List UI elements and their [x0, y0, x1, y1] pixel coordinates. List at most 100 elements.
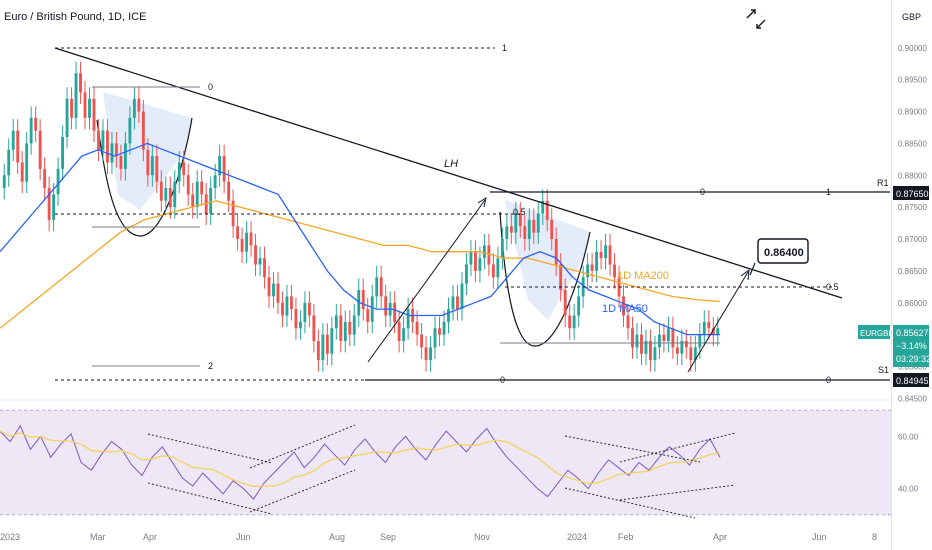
candle-body — [496, 258, 500, 278]
target-callout[interactable] — [757, 238, 809, 264]
candle-body — [330, 328, 334, 354]
lower-highs-trendline — [54, 47, 843, 299]
x-tick-label: 2024 — [567, 532, 587, 542]
candle-body — [465, 264, 468, 284]
rally-arrowhead-2 — [740, 268, 750, 281]
candle-body — [711, 328, 715, 335]
candle-body — [532, 219, 536, 233]
candle-body — [595, 251, 599, 271]
candle-body — [505, 226, 509, 239]
candle-body — [16, 130, 20, 163]
candle-body — [649, 341, 652, 361]
collapse-arrows-icon[interactable] — [746, 9, 766, 29]
candle-body — [429, 347, 432, 361]
candle-body — [146, 149, 150, 176]
candle-body — [375, 277, 379, 297]
candle-body — [635, 334, 639, 348]
change-text: −3.14% — [896, 341, 927, 351]
candle-body — [640, 334, 643, 354]
candle-body — [613, 264, 616, 278]
candle-body — [114, 143, 118, 157]
candle-body — [469, 251, 473, 265]
x-tick-label: Feb — [618, 532, 634, 542]
candle-body — [631, 328, 634, 348]
candle-body — [433, 328, 437, 348]
rsi-channel-lower-4 — [619, 484, 736, 501]
candle-body — [325, 334, 329, 354]
y-tick-label: 0.89500 — [898, 76, 927, 85]
rsi-pane[interactable]: 60.00 40.00 — [0, 399, 919, 519]
candle-body — [415, 321, 419, 335]
candle-body — [675, 347, 679, 354]
candle-body — [491, 264, 495, 278]
candle-body — [559, 264, 563, 290]
rsi-channel-upper-1 — [147, 433, 273, 464]
x-tick-label: 2023 — [0, 532, 20, 542]
candle-body — [231, 200, 235, 227]
candle-body — [563, 290, 567, 316]
candle-body — [438, 328, 441, 335]
candle-body — [106, 130, 109, 163]
candle-body — [716, 328, 720, 335]
candle-body — [343, 321, 347, 341]
candle-body — [61, 137, 65, 169]
fib-r1-0: 0 — [700, 187, 705, 197]
y-tick-label: 0.84500 — [898, 394, 927, 403]
candle-body — [267, 277, 271, 297]
y-tick-label: 0.87000 — [898, 235, 927, 244]
candle-body — [590, 264, 594, 271]
candle-body — [123, 143, 127, 169]
candle-body — [70, 98, 73, 118]
candle-body — [155, 156, 159, 182]
candle-body — [20, 162, 24, 182]
candle-body — [173, 181, 177, 208]
x-tick-label: Jun — [812, 532, 827, 542]
fractal-shade-2 — [505, 200, 590, 320]
y-tick-label: 0.86000 — [898, 299, 927, 308]
candle-body — [370, 296, 374, 322]
price-pane[interactable]: 0.90000 0.89500 0.89000 0.88500 0.88000 0.875… — [0, 44, 927, 404]
candle-body — [460, 283, 464, 310]
candle-body — [456, 296, 459, 310]
candle-body — [47, 188, 51, 220]
last-price-text: 0.85627 — [896, 328, 929, 338]
x-tick-label: Jun — [236, 532, 251, 542]
x-axis: 2023 Mar Apr Jun Aug Sep Nov 2024 Feb Apr Jun 8 — [0, 532, 877, 542]
candle-body — [2, 175, 6, 188]
candle-body — [420, 334, 424, 348]
candle-body — [200, 181, 204, 195]
candle-body — [236, 226, 240, 239]
candle-body — [622, 296, 625, 316]
rsi-ma-line — [0, 430, 721, 488]
candle-body — [65, 98, 69, 137]
rsi-line — [0, 424, 721, 500]
candle-body — [186, 175, 190, 195]
candle-body — [523, 226, 527, 239]
y-tick-label: 0.89000 — [898, 108, 927, 117]
candle-body — [509, 226, 513, 233]
rsi-tick-label: 60.00 — [898, 432, 919, 441]
rally-arrowhead-1 — [477, 196, 487, 208]
ticker-text: EURGBP — [860, 329, 894, 338]
candle-body — [150, 156, 154, 176]
candle-body — [442, 321, 446, 335]
candle-body — [254, 245, 257, 265]
candle-body — [478, 258, 482, 271]
cup-arc-2 — [499, 211, 591, 347]
candle-body — [406, 309, 410, 329]
candle-body — [361, 290, 365, 310]
candle-body — [74, 73, 78, 118]
candle-body — [159, 181, 163, 201]
candle-body — [572, 315, 576, 329]
candle-body — [182, 162, 186, 176]
candle-body — [424, 347, 428, 361]
ma200-line — [0, 200, 721, 329]
candle-body — [689, 347, 693, 361]
candle-body — [285, 296, 289, 316]
candle-body — [88, 98, 91, 118]
candle-body — [379, 277, 383, 297]
lh-label: LH — [444, 158, 458, 170]
candle-body — [213, 175, 217, 188]
candle-body — [518, 213, 522, 227]
